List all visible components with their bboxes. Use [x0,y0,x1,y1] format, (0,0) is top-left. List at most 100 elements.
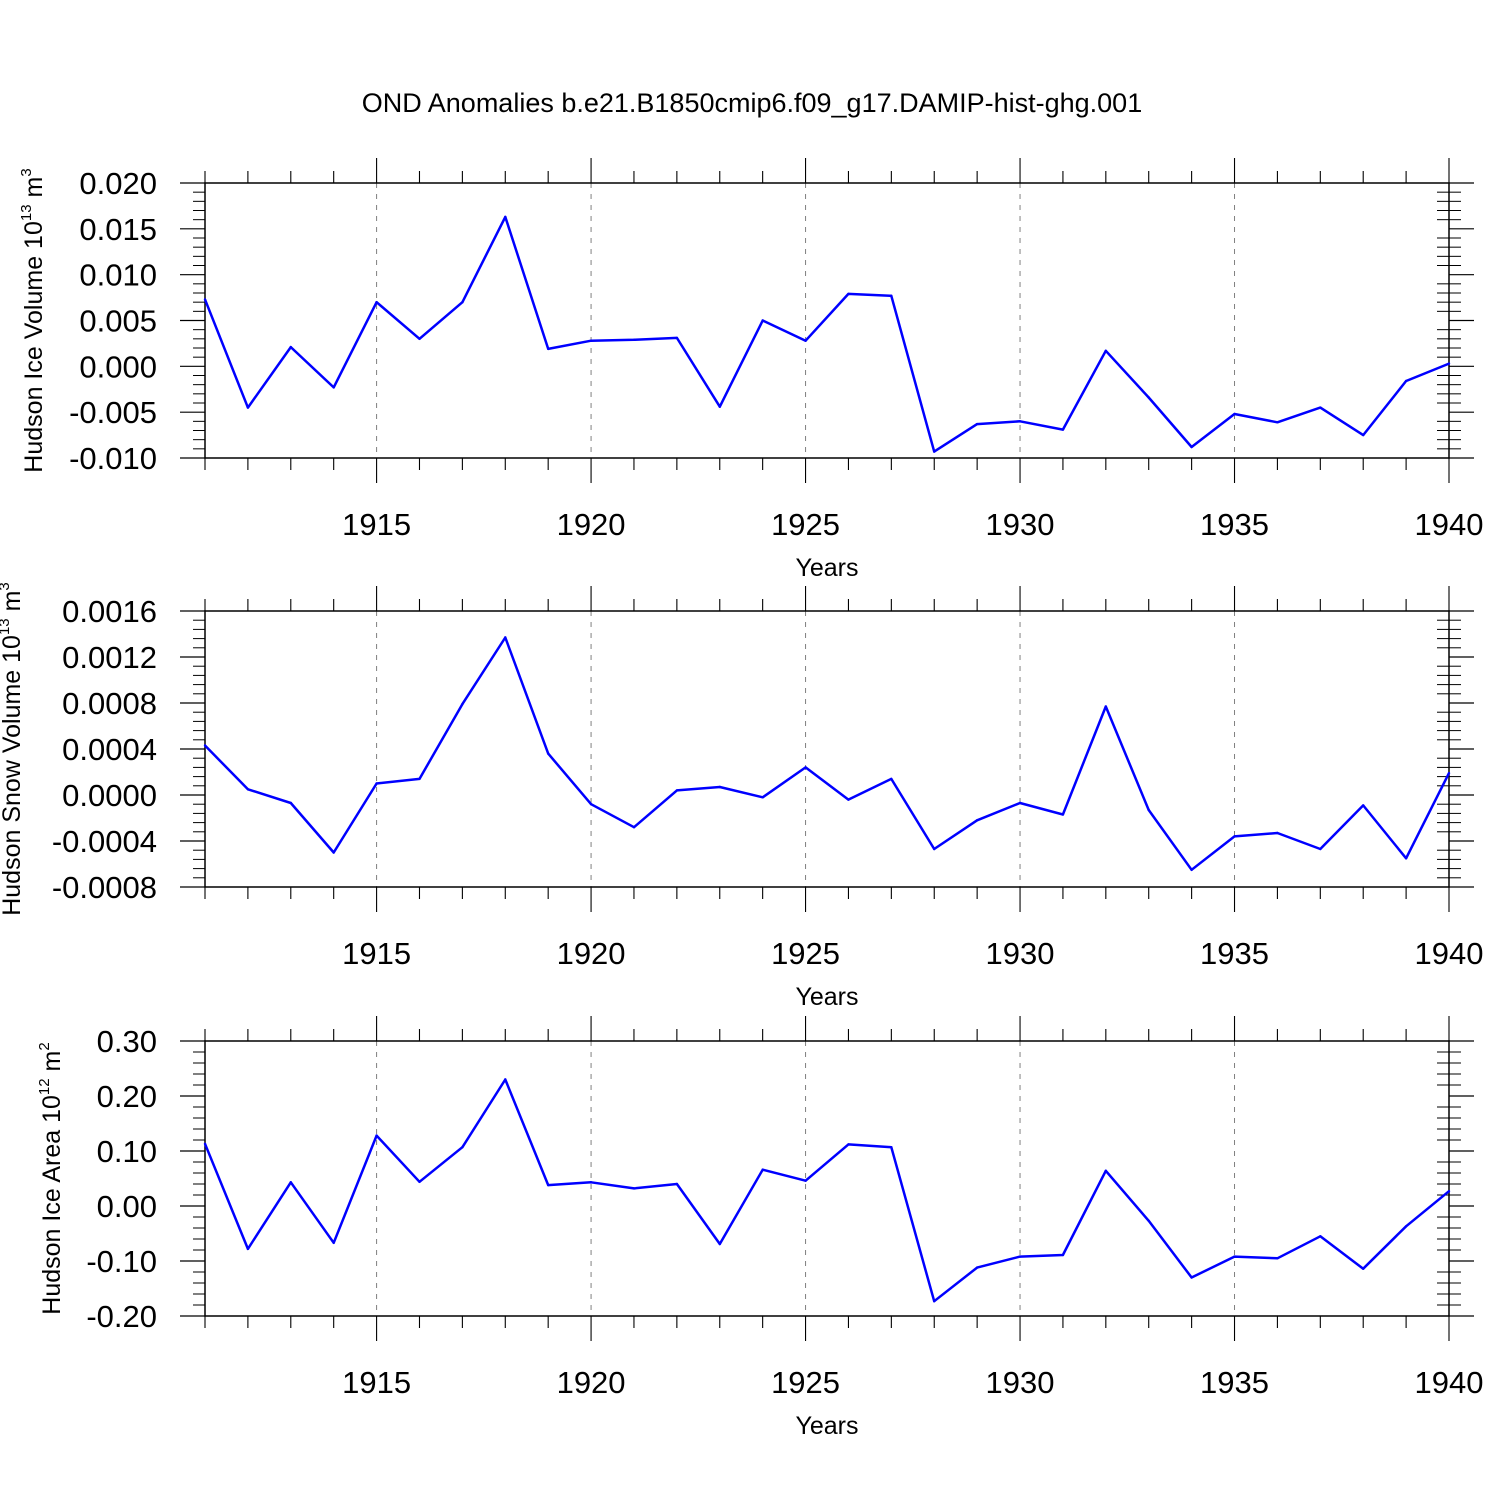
xtick-label: 1920 [557,1365,626,1400]
data-point [1319,847,1322,851]
data-point [718,405,721,408]
data-point [504,636,507,639]
data-point [1018,1255,1022,1258]
data-point [375,782,378,785]
data-point [804,1179,807,1182]
data-point [1447,362,1451,365]
panel-1: -0.010 -0.005 0.000 0.005 0.010 0.015 0.020 191… [18,158,1483,582]
series-line [203,1078,1450,1303]
series-line [203,215,1450,453]
data-point [246,788,250,791]
data-point [375,1134,378,1137]
data-point [804,766,807,769]
ytick-label: 0.020 [79,166,157,201]
xtick-label: 1935 [1200,1365,1269,1400]
data-point [1233,835,1236,838]
data-point [332,386,335,389]
ytick-label: -0.005 [69,395,157,430]
data-point [761,796,764,799]
data-point [504,1078,507,1081]
data-point [589,803,593,806]
data-point [1404,1225,1408,1228]
data-point [933,450,936,453]
data-point [975,422,979,426]
ytick-label: -0.10 [86,1244,157,1279]
data-point [1190,868,1193,871]
series-line [204,636,1451,872]
data-point [246,406,250,409]
plot-frame [204,1040,1450,1317]
data-point [375,301,378,304]
data-point [289,1181,292,1184]
data-point [1276,1257,1279,1260]
xtick-label: 1915 [342,1365,411,1400]
data-point [632,826,636,829]
data-point [461,702,464,706]
data-point [589,339,593,342]
ytick-label: -0.0008 [52,870,157,905]
data-point [1319,406,1322,409]
data-point [632,338,636,341]
data-point [1404,379,1408,383]
data-point [890,294,893,297]
xtick-label: 1915 [342,936,411,971]
data-point [1276,831,1279,835]
data-point [804,339,807,342]
ytick-label: 0.0016 [62,594,157,629]
data-point [975,819,979,822]
panel-2: -0.0008 -0.0004 0.0000 0.0004 0.0008 0.0012 0.… [0,582,1483,1011]
data-point [1362,433,1365,437]
ytick-label: 0.30 [97,1024,157,1059]
data-point [504,215,507,219]
ytick-label: 0.0000 [62,778,157,813]
data-point [418,1180,421,1184]
data-point [332,851,335,854]
xtick-label: 1940 [1415,936,1484,971]
x-axis-label: Years [795,983,858,1011]
ytick-label: 0.0008 [62,686,157,721]
data-point [289,345,292,349]
data-point [1404,857,1408,860]
data-point [847,1143,850,1146]
ytick-label: 0.20 [97,1079,157,1114]
xtick-label: 1935 [1200,936,1269,971]
y-axis-label: Hudson Ice Area 1012 m2 [36,1042,66,1314]
data-point [1018,420,1022,423]
ytick-label: 0.005 [79,304,157,339]
xtick-label: 1925 [771,936,840,971]
xtick-label: 1940 [1415,507,1484,542]
data-point [1190,1276,1193,1279]
data-point [418,337,421,340]
data-point [675,1182,679,1186]
data-point [975,1266,979,1269]
ytick-label: 0.00 [97,1189,157,1224]
data-point [718,1242,721,1246]
xtick-label: 1920 [557,507,626,542]
xtick-label: 1935 [1200,507,1269,542]
data-point [1104,349,1108,352]
data-point [1104,705,1108,708]
data-point [1018,801,1022,805]
y-axis-label: Hudson Snow Volume 1013 m3 [0,582,26,916]
data-point [1061,1253,1065,1257]
xtick-label: 1920 [557,936,626,971]
data-point [203,298,207,301]
data-point [547,1183,550,1187]
y-axis-label: Hudson Ice Volume 1013 m3 [18,168,48,472]
data-point [547,752,550,755]
data-point [1362,804,1365,807]
data-point [461,1146,464,1149]
data-point [1447,771,1451,775]
ytick-label: 0.000 [79,349,157,384]
x-axis-label: Years [795,554,858,582]
ytick-label: 0.0012 [62,640,157,675]
x-axis-label: Years [795,1412,858,1440]
data-point [1147,396,1150,399]
data-point [675,789,679,792]
ytick-label: 0.015 [79,212,157,247]
data-point [847,292,850,296]
data-point [246,1247,250,1251]
ytick-label: 0.010 [79,258,157,293]
data-point [1147,808,1150,812]
